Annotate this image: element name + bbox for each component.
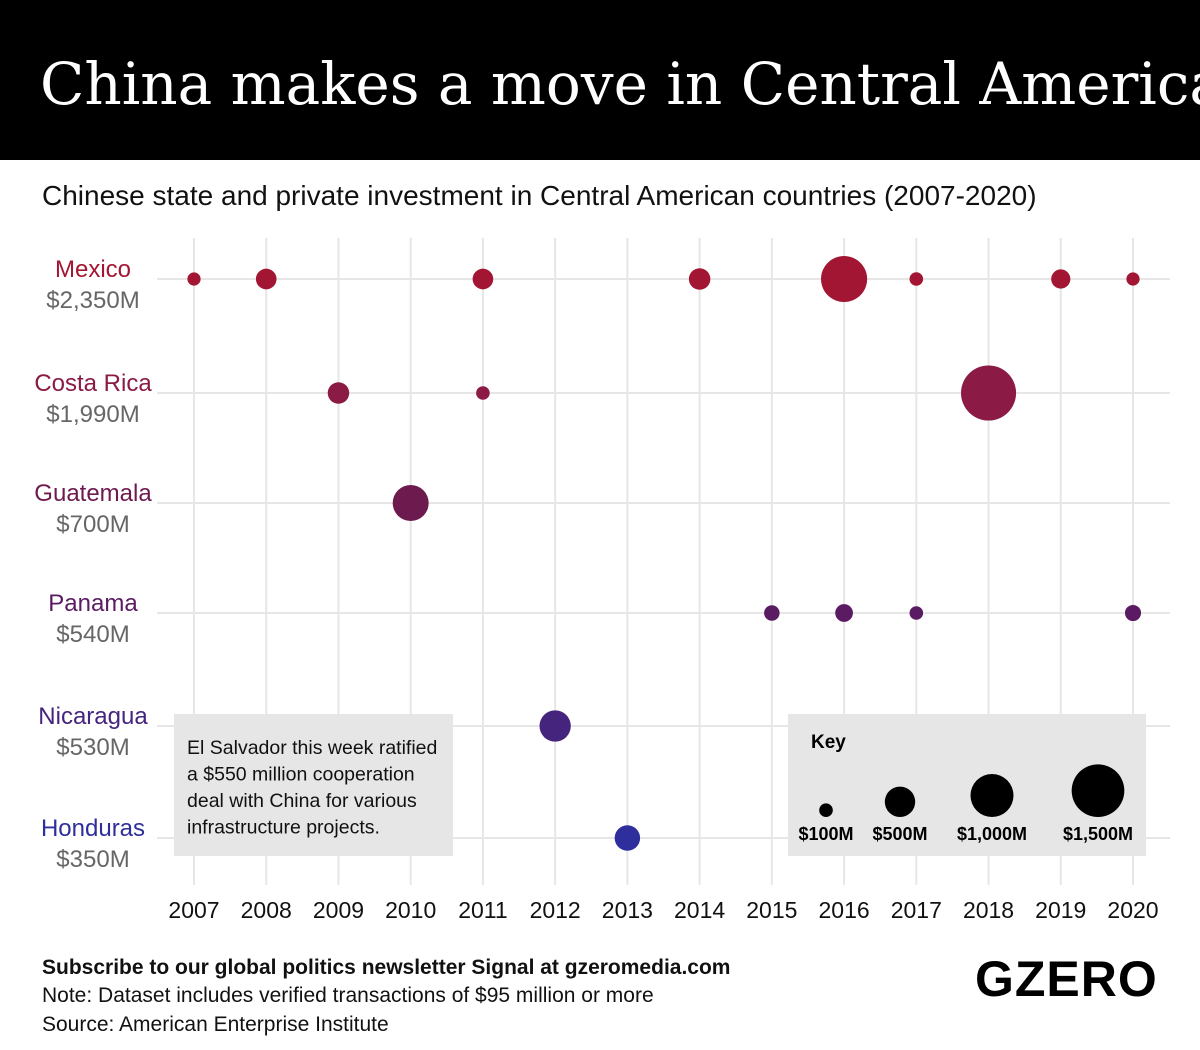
x-tick-label: 2013 — [602, 897, 653, 923]
bubble-mexico-2017 — [909, 272, 924, 286]
annotation-box — [174, 714, 453, 856]
country-label: Mexico — [55, 256, 131, 283]
legend-label: $1,000M — [957, 824, 1027, 844]
country-total: $540M — [56, 621, 129, 648]
x-tick-label: 2016 — [818, 897, 869, 923]
annotation-text: El Salvador this week ratified — [187, 737, 437, 759]
bubble-costa-rica-2018 — [961, 365, 1017, 421]
note-text: Note: Dataset includes verified transact… — [42, 984, 654, 1007]
x-tick-label: 2015 — [746, 897, 797, 923]
country-total: $700M — [56, 511, 129, 538]
legend-title: Key — [811, 732, 846, 753]
source-text: Source: American Enterprise Institute — [42, 1013, 389, 1036]
country-label: Costa Rica — [34, 370, 152, 397]
x-tick-label: 2008 — [241, 897, 292, 923]
legend-label: $100M — [798, 824, 853, 844]
bubble-nicaragua-2012 — [539, 710, 571, 742]
bubble-mexico-2014 — [688, 268, 711, 290]
x-tick-label: 2011 — [458, 897, 507, 923]
bubble-panama-2016 — [835, 604, 853, 622]
bubble-guatemala-2010 — [392, 485, 429, 521]
chart-title: China makes a move in Central America — [40, 50, 1200, 118]
country-label: Honduras — [41, 815, 145, 842]
legend-bubble — [1071, 764, 1125, 817]
bubble-mexico-2020 — [1126, 272, 1140, 286]
x-tick-label: 2017 — [891, 897, 942, 923]
bubble-mexico-2008 — [255, 268, 277, 290]
bubble-mexico-2019 — [1051, 269, 1071, 289]
legend-bubble — [819, 803, 833, 817]
country-label: Guatemala — [34, 480, 152, 507]
bubble-costa-rica-2011 — [476, 386, 490, 400]
country-label: Panama — [48, 590, 138, 617]
bubble-mexico-2016 — [821, 255, 868, 303]
annotation-text: deal with China for various — [187, 790, 417, 812]
bubble-mexico-2011 — [472, 268, 494, 290]
bubble-mexico-2007 — [187, 272, 201, 286]
bubble-panama-2020 — [1124, 604, 1142, 622]
x-tick-label: 2014 — [674, 897, 725, 923]
country-total: $1,990M — [46, 401, 139, 428]
gzero-logo: GZERO — [975, 951, 1158, 1007]
country-total: $530M — [56, 734, 129, 761]
legend-label: $500M — [872, 824, 927, 844]
annotation-text: infrastructure projects. — [187, 817, 380, 839]
bubble-panama-2015 — [764, 605, 780, 621]
country-label: Nicaragua — [38, 703, 148, 730]
chart-subtitle: Chinese state and private investment in … — [42, 180, 1037, 211]
bubble-panama-2017 — [909, 606, 924, 620]
x-tick-label: 2007 — [168, 897, 219, 923]
x-tick-label: 2019 — [1035, 897, 1086, 923]
subscribe-text: Subscribe to our global politics newslet… — [42, 956, 731, 979]
bubble-costa-rica-2009 — [327, 382, 350, 404]
x-tick-label: 2012 — [530, 897, 581, 923]
bubble-honduras-2013 — [614, 825, 641, 851]
legend-bubble — [970, 773, 1014, 817]
title-bar — [0, 0, 1200, 160]
x-tick-label: 2020 — [1107, 897, 1158, 923]
legend-label: $1,500M — [1063, 824, 1133, 844]
annotation-text: a $550 million cooperation — [187, 764, 415, 786]
x-tick-label: 2010 — [385, 897, 436, 923]
legend-bubble — [884, 786, 916, 817]
country-total: $350M — [56, 846, 129, 873]
country-total: $2,350M — [46, 287, 139, 314]
x-tick-label: 2018 — [963, 897, 1014, 923]
x-tick-label: 2009 — [313, 897, 364, 923]
